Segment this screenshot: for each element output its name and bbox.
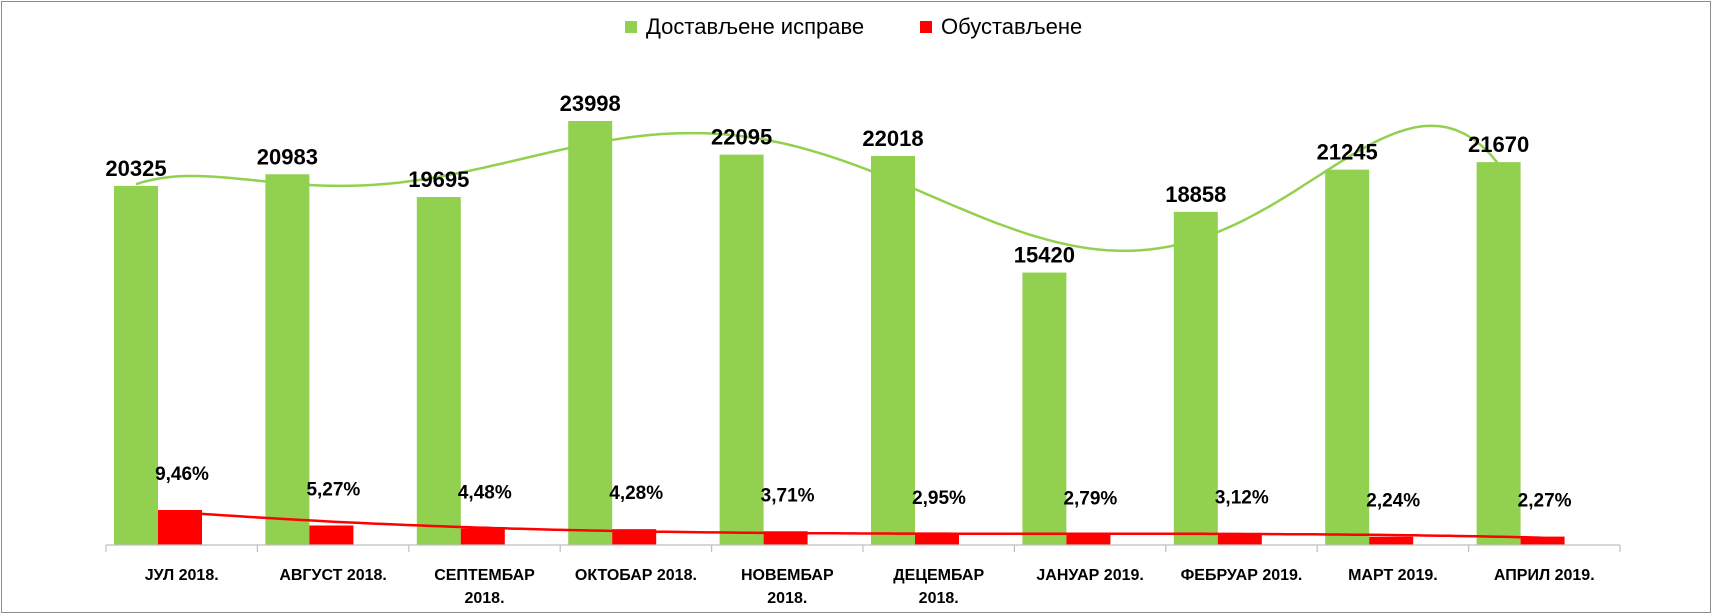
category-label: ДЕЦЕМБАР — [893, 567, 984, 584]
data-label-delivered: 20983 — [257, 144, 318, 169]
bar-suspended — [1369, 536, 1414, 545]
bar-suspended — [158, 510, 202, 545]
legend: Достављене исправе Обустављене — [625, 14, 1082, 39]
bar-suspended — [1066, 534, 1111, 545]
bar-delivered — [416, 197, 461, 545]
bar-delivered — [265, 174, 310, 545]
x-axis-ticks — [105, 545, 1621, 552]
data-label-suspended: 2,27% — [1518, 491, 1572, 512]
data-label-delivered: 15420 — [1014, 243, 1075, 268]
category-label: АВГУСТ 2018. — [279, 567, 387, 584]
bar-delivered — [1173, 211, 1218, 545]
data-label-suspended: 4,48% — [458, 482, 512, 503]
bar-delivered — [719, 154, 764, 545]
data-label-delivered: 22018 — [862, 126, 923, 151]
data-label-delivered: 19695 — [408, 167, 469, 192]
bar-suspended — [460, 528, 505, 545]
data-label-delivered: 20325 — [105, 156, 166, 181]
data-label-suspended: 2,24% — [1366, 491, 1420, 512]
legend-swatch-suspended — [920, 21, 932, 33]
bar-delivered — [1325, 169, 1370, 545]
red-bars — [158, 510, 1565, 545]
bar-delivered — [1476, 162, 1521, 546]
trendline-delivered — [135, 124, 1500, 253]
delivered-value-labels: 20325 20983 19695 23998 22095 22018 15420 18858… — [105, 91, 1529, 268]
category-label: 2018. — [767, 590, 807, 607]
data-label-delivered: 22095 — [711, 125, 772, 150]
data-label-delivered: 18858 — [1165, 182, 1226, 207]
data-label-delivered: 21670 — [1468, 132, 1529, 157]
category-label: ОКТОБАР 2018. — [575, 567, 697, 584]
bar-delivered — [568, 121, 613, 545]
category-label: НОВЕМБАР — [741, 567, 834, 584]
trendline-suspended — [179, 510, 1543, 539]
bar-delivered — [114, 185, 158, 545]
category-label: 2018. — [919, 590, 959, 607]
data-label-suspended: 3,71% — [761, 485, 815, 506]
data-label-suspended: 2,79% — [1063, 489, 1117, 510]
bar-suspended — [1520, 536, 1565, 545]
category-label: ЈАНУАР 2019. — [1036, 567, 1143, 584]
data-label-suspended: 2,95% — [912, 488, 966, 509]
data-label-suspended: 5,27% — [306, 480, 360, 501]
category-label: ЈУЛ 2018. — [145, 567, 219, 584]
category-label: 2018. — [464, 590, 504, 607]
category-label: АПРИЛ 2019. — [1494, 567, 1595, 584]
bar-suspended — [612, 529, 657, 545]
suspended-value-labels: 9,46% 5,27% 4,48% 4,28% 3,71% 2,95% 2,79% 3,12%… — [155, 464, 1572, 512]
data-label-suspended: 3,12% — [1215, 487, 1269, 508]
legend-label-delivered: Достављене исправе — [646, 14, 864, 39]
bar-suspended — [915, 534, 959, 545]
green-bars — [114, 121, 1521, 546]
legend-label-suspended: Обустављене — [941, 14, 1082, 39]
bar-suspended — [1217, 533, 1262, 545]
category-label: СЕПТЕМБАР — [434, 567, 535, 584]
legend-swatch-delivered — [625, 21, 637, 33]
category-labels: ЈУЛ 2018. АВГУСТ 2018. СЕПТЕМБАР 2018. ОКТОБ… — [145, 567, 1595, 607]
bar-delivered — [871, 155, 915, 545]
data-label-suspended: 4,28% — [609, 483, 663, 504]
category-label: ФЕБРУАР 2019. — [1181, 567, 1303, 584]
data-label-suspended: 9,46% — [155, 464, 209, 485]
bar-delivered — [1022, 272, 1067, 545]
bar-suspended — [309, 525, 354, 545]
data-label-delivered: 23998 — [560, 91, 621, 116]
data-label-delivered: 21245 — [1317, 140, 1378, 165]
bar-suspended — [763, 531, 808, 545]
category-label: МАРТ 2019. — [1348, 567, 1438, 584]
